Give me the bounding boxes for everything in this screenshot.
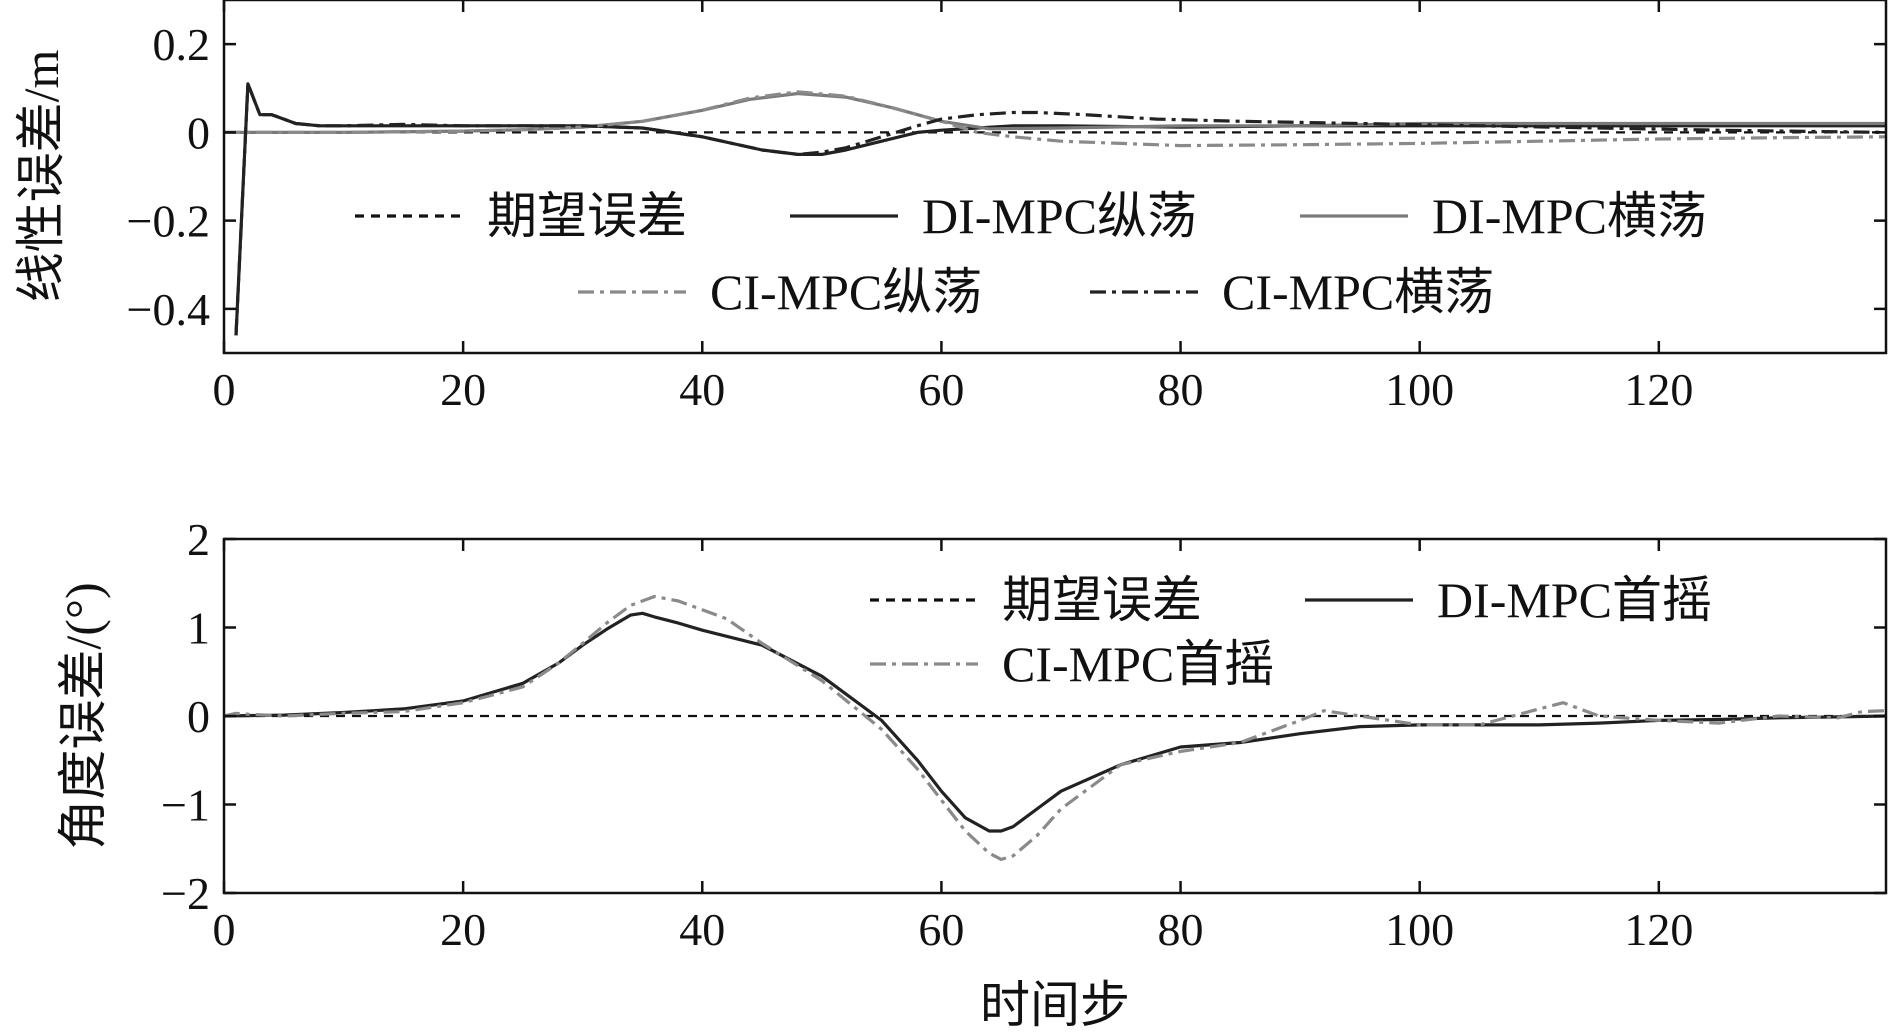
angle-error-y-tick-label: −1 xyxy=(161,780,210,831)
angle-error-x-tick-label: 40 xyxy=(679,904,725,955)
angle-error-x-tick-label: 120 xyxy=(1624,904,1693,955)
linear-error-series-line-3 xyxy=(224,90,1886,148)
angle-error-legend: 期望误差 DI-MPC首摇 CI-MPC首摇 xyxy=(870,572,1712,692)
linear-error-y-tick-label: 0.2 xyxy=(153,19,211,70)
angle-error-legend-label-1: DI-MPC首摇 xyxy=(1437,572,1712,628)
linear-error-y-axis-label: 线性误差/m xyxy=(13,50,69,303)
angle-error-ticks: 0 20 40 60 80 100 120 2 1 0 −1 −2 xyxy=(161,514,1886,955)
angle-error-series-layer xyxy=(224,594,1886,862)
angle-error-y-axis-label: 角度误差/(°) xyxy=(55,582,111,849)
linear-error-x-tick-label: 60 xyxy=(918,364,964,415)
angle-error-series-line-2 xyxy=(224,594,1886,862)
angle-error-y-tick-label: 2 xyxy=(187,514,210,565)
linear-error-series-line-4 xyxy=(234,82,1886,336)
angle-error-y-tick-label: 0 xyxy=(187,691,210,742)
linear-error-legend-label-4: CI-MPC横荡 xyxy=(1222,264,1494,320)
linear-error-y-tick-label: 0 xyxy=(187,107,210,158)
linear-error-y-tick-label: −0.4 xyxy=(127,284,210,335)
linear-error-plot-frame xyxy=(222,0,1888,355)
angle-error-x-axis-label: 时间步 xyxy=(980,977,1130,1033)
linear-error-legend-label-2: DI-MPC横荡 xyxy=(1432,188,1707,244)
angle-error-x-tick-label: 100 xyxy=(1385,904,1454,955)
linear-error-legend: 期望误差 DI-MPC纵荡 DI-MPC横荡 CI-MPC纵荡 CI-MPC横荡 xyxy=(355,188,1707,320)
angle-error-y-tick-label: 1 xyxy=(187,603,210,654)
linear-error-x-tick-label: 80 xyxy=(1158,364,1204,415)
angle-error-x-tick-label: 80 xyxy=(1158,904,1204,955)
angle-error-x-tick-label: 0 xyxy=(213,904,236,955)
linear-error-y-tick-label: −0.2 xyxy=(127,196,210,247)
linear-error-x-tick-label: 0 xyxy=(213,364,236,415)
linear-error-x-tick-label: 100 xyxy=(1385,364,1454,415)
linear-error-x-tick-label: 120 xyxy=(1624,364,1693,415)
angle-error-x-tick-label: 60 xyxy=(918,904,964,955)
linear-error-series-layer xyxy=(224,82,1886,336)
linear-error-legend-label-1: DI-MPC纵荡 xyxy=(922,188,1197,244)
angle-error-panel: 0 20 40 60 80 100 120 2 1 0 −1 −2 角度误差/(°) 时间步 期望误差… xyxy=(55,514,1888,1033)
linear-error-x-tick-label: 20 xyxy=(440,364,486,415)
angle-error-legend-label-2: CI-MPC首摇 xyxy=(1002,636,1274,692)
angle-error-x-tick-label: 20 xyxy=(440,904,486,955)
linear-error-panel: 0 20 40 60 80 100 120 0.2 0 −0.2 −0.4 线性误差/m 期望误差 D… xyxy=(13,0,1888,415)
linear-error-legend-label-0: 期望误差 xyxy=(487,188,687,244)
linear-error-legend-label-3: CI-MPC纵荡 xyxy=(710,264,982,320)
linear-error-ticks: 0 20 40 60 80 100 120 0.2 0 −0.2 −0.4 xyxy=(127,0,1886,415)
linear-error-x-tick-label: 40 xyxy=(679,364,725,415)
angle-error-legend-label-0: 期望误差 xyxy=(1002,572,1202,628)
angle-error-y-tick-label: −2 xyxy=(161,868,210,919)
